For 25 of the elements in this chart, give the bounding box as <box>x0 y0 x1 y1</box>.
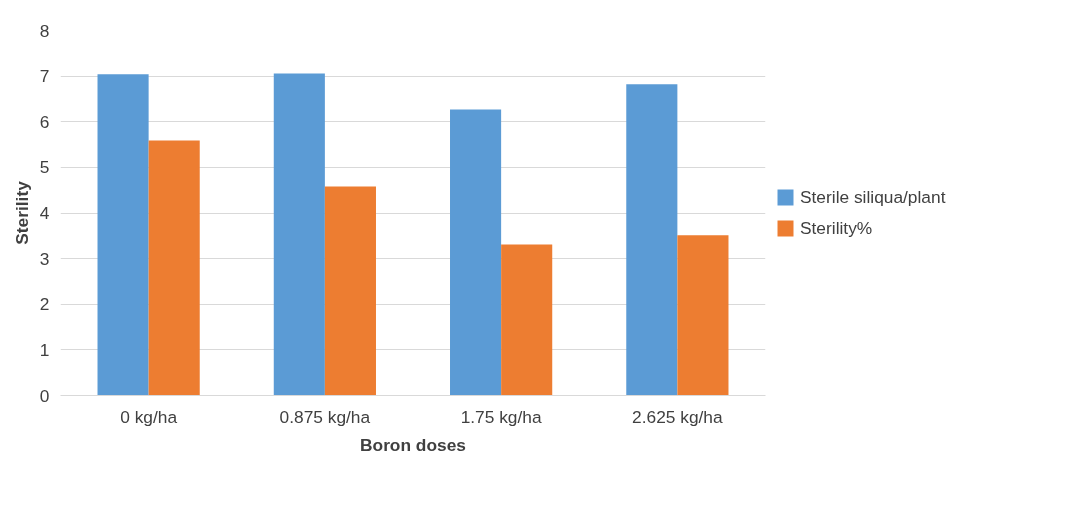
bar <box>677 235 729 396</box>
y-tick-label: 6 <box>39 111 50 132</box>
y-axis-title: Sterility <box>11 180 32 245</box>
x-axis-title: Boron doses <box>360 434 466 455</box>
y-tick-label: 3 <box>39 248 50 269</box>
bar <box>97 74 149 396</box>
y-tick-label: 2 <box>39 294 50 315</box>
bar <box>273 73 325 396</box>
x-tick-label: 0 kg/ha <box>120 406 178 427</box>
y-tick-label: 4 <box>39 203 50 223</box>
bar <box>450 109 502 396</box>
bar <box>626 84 678 396</box>
legend-label: Sterile siliqua/plant <box>800 186 946 208</box>
y-tick-label: 1 <box>39 339 50 360</box>
y-tick-label: 0 <box>39 385 50 406</box>
x-tick-label: 0.875 kg/ha <box>279 406 371 427</box>
x-tick-label: 1.75 kg/ha <box>460 406 542 427</box>
legend-label: Sterility% <box>800 217 873 239</box>
y-tick-label: 5 <box>39 157 50 178</box>
x-tick-label: 2.625 kg/ha <box>632 406 724 427</box>
y-tick-label: 8 <box>39 20 50 41</box>
bar <box>148 140 200 396</box>
bar <box>324 186 376 396</box>
bar <box>501 244 553 396</box>
y-tick-label: 7 <box>39 66 50 87</box>
